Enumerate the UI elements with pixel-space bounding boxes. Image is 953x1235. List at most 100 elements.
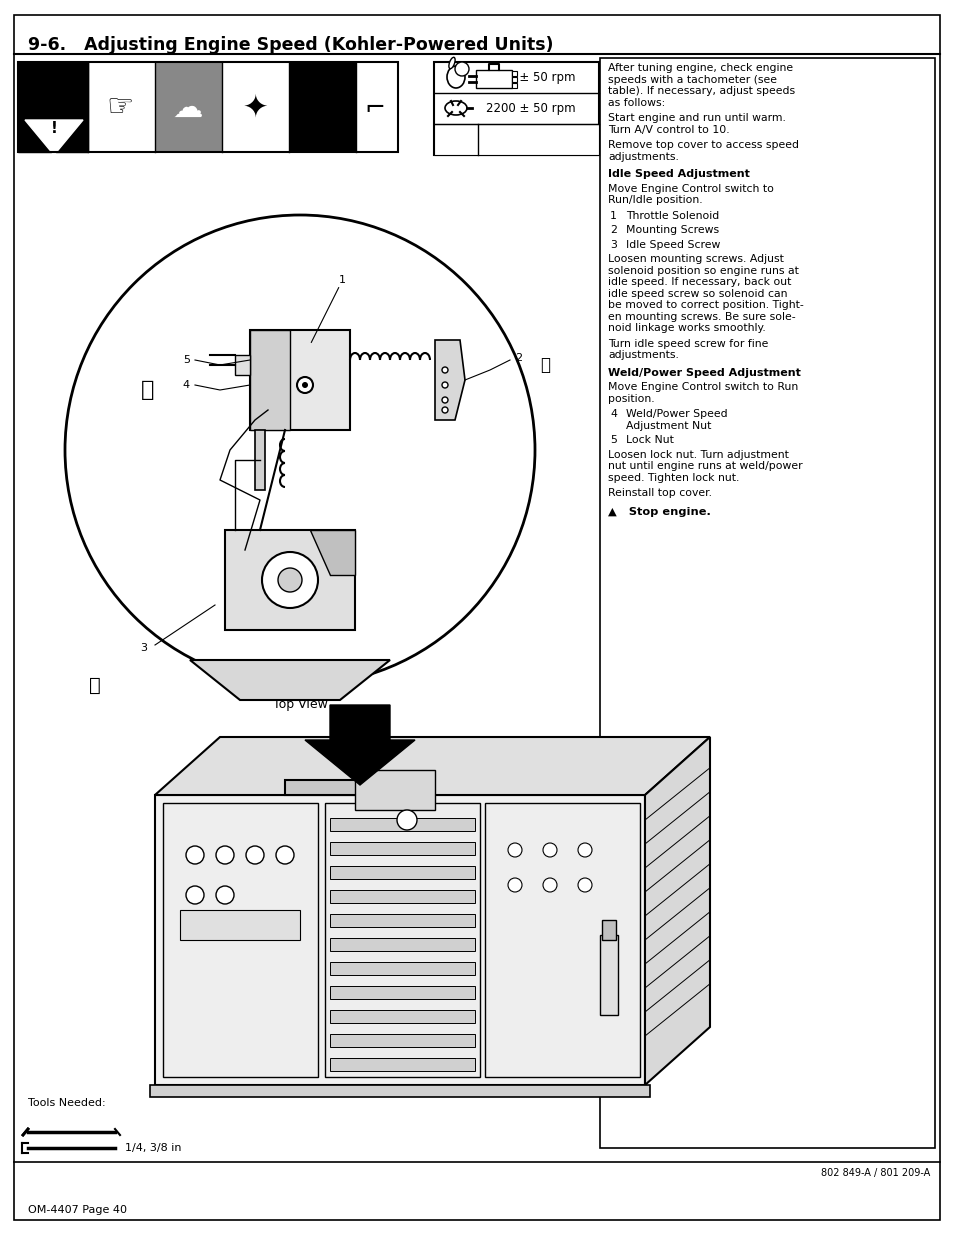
Text: 🔥: 🔥 [314,96,329,120]
Bar [484,803,639,1077]
Text: Turn idle speed screw for fine: Turn idle speed screw for fine [607,338,767,348]
Bar [330,986,475,999]
Bar [330,842,475,855]
Text: 802 849-A / 801 209-A: 802 849-A / 801 209-A [820,1168,929,1178]
Text: After tuning engine, check engine: After tuning engine, check engine [607,63,792,73]
Bar [599,935,618,1015]
Polygon shape [310,530,355,576]
Text: 4: 4 [609,409,617,419]
Text: 1: 1 [338,275,345,285]
Ellipse shape [447,65,464,88]
Text: 2200 ± 50 rpm: 2200 ± 50 rpm [485,101,575,115]
Polygon shape [154,737,709,795]
Polygon shape [435,340,464,420]
Bar [180,910,299,940]
Text: OM-4407 Page 40: OM-4407 Page 40 [28,1205,127,1215]
Circle shape [578,878,592,892]
Text: adjustments.: adjustments. [607,152,679,162]
Circle shape [396,810,416,830]
Bar [154,795,644,1086]
Circle shape [302,382,308,388]
Bar [285,781,385,795]
Text: solenoid position so engine runs at: solenoid position so engine runs at [607,266,798,275]
Polygon shape [190,659,390,700]
Circle shape [441,396,448,403]
Circle shape [277,568,302,592]
Circle shape [441,382,448,388]
Text: idle speed. If necessary, back out: idle speed. If necessary, back out [607,277,791,287]
Circle shape [455,62,469,77]
Text: adjustments.: adjustments. [607,350,679,359]
Text: !: ! [51,121,57,136]
Text: 5: 5 [183,354,190,366]
Text: Throttle Solenoid: Throttle Solenoid [625,210,719,221]
Text: speeds with a tachometer (see: speeds with a tachometer (see [607,74,776,84]
Circle shape [441,408,448,412]
Circle shape [542,844,557,857]
Text: 1: 1 [609,210,617,221]
Text: 5: 5 [609,435,617,445]
Text: ⌐: ⌐ [364,96,385,120]
Text: Tools Needed:: Tools Needed: [28,1098,106,1108]
Text: be moved to correct position. Tight-: be moved to correct position. Tight- [607,300,803,310]
Bar [434,124,598,156]
Text: Run/Idle position.: Run/Idle position. [607,195,702,205]
Bar [330,914,475,927]
Circle shape [275,846,294,864]
Text: Turn A/V control to 10.: Turn A/V control to 10. [607,125,729,135]
Bar [330,962,475,974]
Bar [250,330,350,430]
Text: 2: 2 [609,225,617,235]
Text: 3700 ± 50 rpm: 3700 ± 50 rpm [485,70,575,84]
Text: Remove top cover to access speed: Remove top cover to access speed [607,140,799,149]
Text: 3: 3 [609,240,617,249]
Circle shape [296,377,313,393]
Circle shape [578,844,592,857]
Text: 4: 4 [183,380,190,390]
Text: Start engine and run until warm.: Start engine and run until warm. [607,112,785,124]
Bar [476,70,512,88]
Text: 2: 2 [515,353,521,363]
Bar [225,530,355,630]
Text: en mounting screws. Be sure sole-: en mounting screws. Be sure sole- [607,311,795,321]
Circle shape [65,215,535,685]
Bar [330,1034,475,1047]
Text: Top View: Top View [273,698,327,711]
Polygon shape [254,430,265,490]
Bar [154,62,222,152]
Circle shape [186,846,204,864]
Polygon shape [305,705,415,785]
Bar [330,890,475,903]
Text: ▲   Stop engine.: ▲ Stop engine. [607,506,710,516]
Polygon shape [25,120,83,156]
Circle shape [507,844,521,857]
Text: ☁: ☁ [172,94,203,122]
Ellipse shape [444,101,467,115]
Circle shape [507,878,521,892]
Text: Adjustment Nut: Adjustment Nut [625,420,711,431]
Bar [289,62,355,152]
Bar [355,769,435,810]
Circle shape [262,552,317,608]
Text: 9-6.   Adjusting Engine Speed (Kohler-Powered Units): 9-6. Adjusting Engine Speed (Kohler-Powe… [28,36,553,54]
Text: Move Engine Control switch to Run: Move Engine Control switch to Run [607,382,798,391]
Bar [150,1086,649,1097]
Bar [330,1010,475,1023]
Polygon shape [644,737,709,1086]
Bar [163,803,317,1077]
Text: Weld/Power Speed Adjustment: Weld/Power Speed Adjustment [607,368,800,378]
Bar [18,62,397,152]
Text: 🐢: 🐢 [539,356,550,374]
Text: ☞: ☞ [106,94,133,122]
Circle shape [542,878,557,892]
Circle shape [441,367,448,373]
Text: 🐇: 🐇 [141,380,154,400]
Bar [234,354,250,375]
Bar [18,62,88,152]
Bar [330,866,475,879]
Text: speed. Tighten lock nut.: speed. Tighten lock nut. [607,473,739,483]
Bar [599,58,934,1149]
Text: ✦: ✦ [242,94,268,122]
Bar [512,70,517,77]
Circle shape [215,885,233,904]
